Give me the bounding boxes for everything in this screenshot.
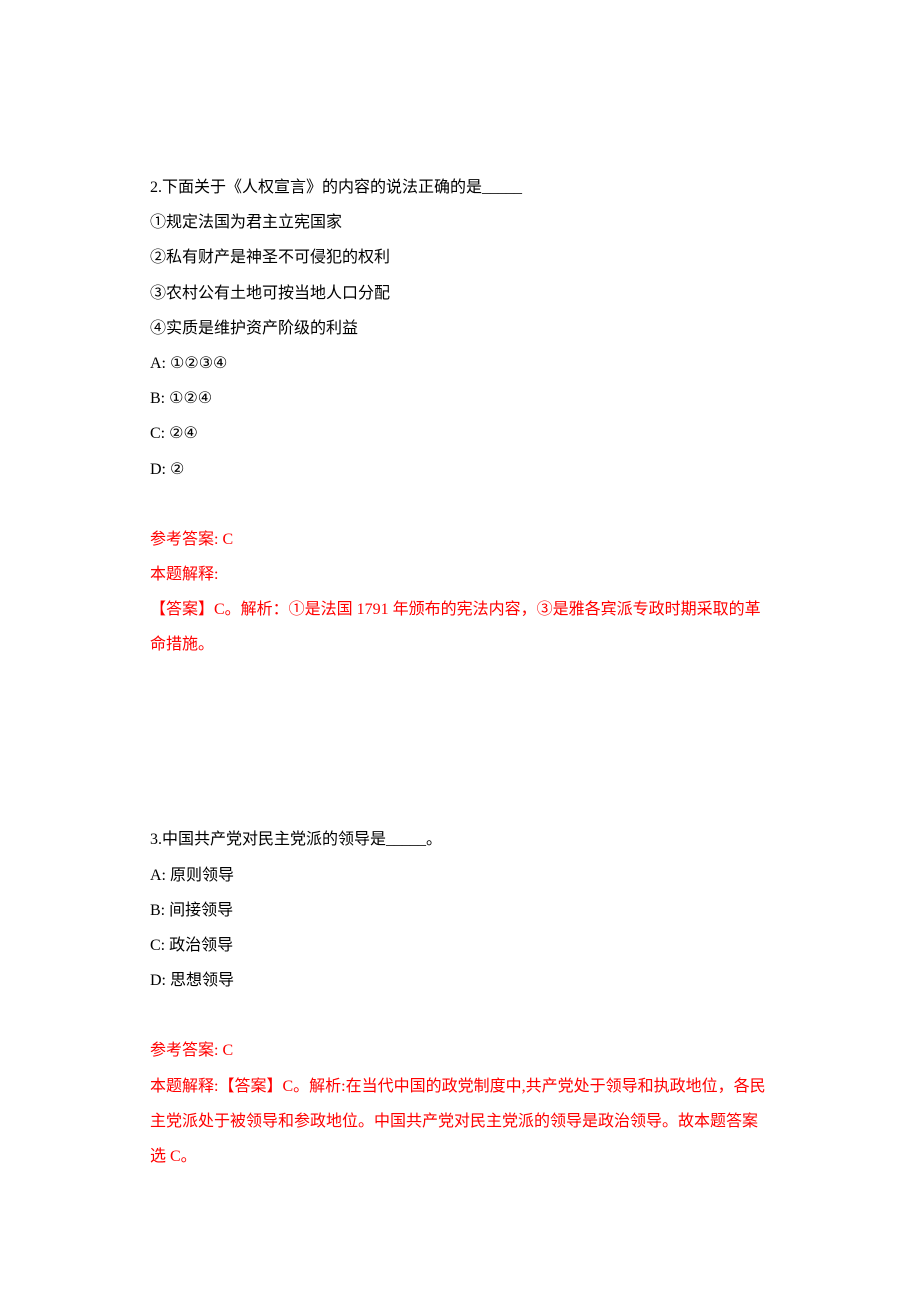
question-choice: B: 间接领导 (150, 893, 770, 928)
question-choice: D: ② (150, 452, 770, 487)
spacer (150, 998, 770, 1033)
question-choice: C: ②④ (150, 416, 770, 451)
answer-label: 参考答案: C (150, 1033, 770, 1068)
explanation-label: 本题解释: (150, 557, 770, 592)
question-2-block: 2.下面关于《人权宣言》的内容的说法正确的是_____ ①规定法国为君主立宪国家… (150, 170, 770, 662)
question-stem: 2.下面关于《人权宣言》的内容的说法正确的是_____ (150, 170, 770, 205)
explanation-text: 本题解释:【答案】C。解析:在当代中国的政党制度中,共产党处于领导和执政地位，各… (150, 1069, 770, 1175)
document-content: 2.下面关于《人权宣言》的内容的说法正确的是_____ ①规定法国为君主立宪国家… (150, 170, 770, 1174)
question-choice: C: 政治领导 (150, 928, 770, 963)
answer-label: 参考答案: C (150, 522, 770, 557)
spacer (150, 732, 770, 822)
question-option-intro: ①规定法国为君主立宪国家 (150, 205, 770, 240)
question-choice: D: 思想领导 (150, 963, 770, 998)
spacer (150, 487, 770, 522)
question-choice: B: ①②④ (150, 381, 770, 416)
question-option-intro: ③农村公有土地可按当地人口分配 (150, 276, 770, 311)
question-option-intro: ④实质是维护资产阶级的利益 (150, 311, 770, 346)
explanation-text: 【答案】C。解析：①是法国 1791 年颁布的宪法内容，③是雅各宾派专政时期采取… (150, 592, 770, 662)
question-choice: A: 原则领导 (150, 858, 770, 893)
question-option-intro: ②私有财产是神圣不可侵犯的权利 (150, 240, 770, 275)
question-3-block: 3.中国共产党对民主党派的领导是_____。 A: 原则领导 B: 间接领导 C… (150, 822, 770, 1174)
question-stem: 3.中国共产党对民主党派的领导是_____。 (150, 822, 770, 857)
question-choice: A: ①②③④ (150, 346, 770, 381)
